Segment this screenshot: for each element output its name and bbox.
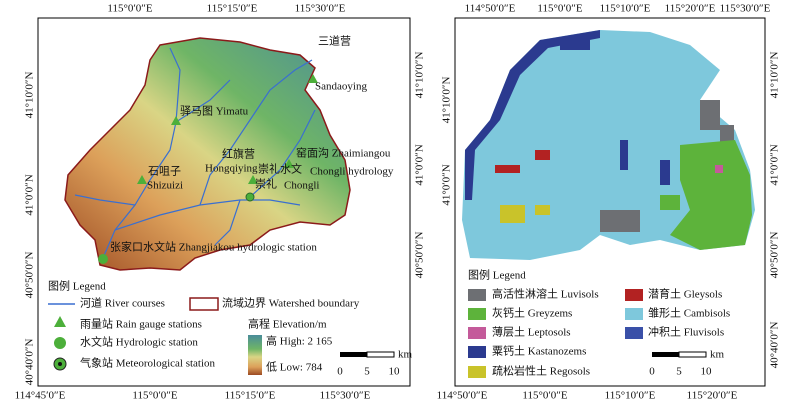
soil-legend-swatches	[468, 289, 643, 378]
elevation-high: 高 High: 2 165	[266, 334, 333, 348]
scale-unit: km	[710, 349, 725, 361]
station-label: Chongli	[284, 180, 319, 192]
watershed	[64, 37, 351, 271]
coord-label: 115°30′0″E	[320, 390, 371, 402]
station-label: Hongqiying	[205, 163, 258, 175]
legend-item: 冲积土 Fluvisols	[648, 325, 724, 339]
legend-title: 图例 Legend	[468, 268, 526, 282]
scale-label: 5	[364, 366, 370, 378]
rivers	[74, 47, 316, 259]
coord-label: 115°20′0″E	[687, 390, 738, 402]
coord-label: 41°0′0″N	[414, 144, 426, 185]
coord-label: 40°50′0″N	[414, 232, 426, 279]
station-label: 窑面沟 Zhaimiangou	[296, 146, 391, 160]
station-label: 石咀子	[148, 165, 181, 178]
station-markers	[98, 74, 318, 264]
coord-label: 40°50′0″N	[24, 252, 36, 299]
legend-meteo-dot	[58, 362, 62, 366]
elevation-low: 低 Low: 784	[266, 361, 323, 374]
coord-label: 41°10′0″N	[769, 52, 781, 99]
coord-label: 41°0′0″N	[441, 164, 453, 205]
coord-label: 114°50′0″E	[437, 390, 488, 402]
station-label: Shizuizi	[147, 180, 183, 192]
scale-label: 10	[701, 366, 713, 378]
legend-item: 水文站 Hydrologic station	[80, 335, 198, 349]
legend-item: 疏松岩性土 Regosols	[492, 364, 590, 378]
station-label: Chongli hydrology	[310, 166, 394, 178]
coord-label: 115°15′0″E	[207, 3, 258, 15]
legend-item: 薄层土 Leptosols	[492, 325, 571, 339]
coord-label: 40°40′0″N	[24, 339, 36, 386]
coord-label: 41°0′0″N	[24, 174, 36, 215]
scale-label: 5	[676, 366, 682, 378]
legend-item: 灰钙土 Greyzems	[492, 306, 572, 320]
coord-label: 41°10′0″N	[441, 77, 453, 124]
coord-label: 41°0′0″N	[769, 144, 781, 185]
left-scale-bar	[340, 351, 395, 358]
right-scale-bar	[652, 351, 707, 358]
legend-rain	[54, 316, 66, 327]
coord-label: 115°0′0″E	[537, 3, 582, 15]
station-label: 崇礼水文	[258, 162, 302, 176]
station-label: 驿马图 Yimatu	[180, 105, 249, 118]
coord-label: 115°0′0″E	[522, 390, 567, 402]
legend-boundary	[189, 297, 219, 311]
station-label: Sandaoying	[315, 81, 367, 93]
soil-map	[462, 30, 755, 260]
legend-item: 流域边界 Watershed boundary	[222, 296, 360, 310]
scale-unit: km	[398, 349, 413, 361]
coord-label: 41°10′0″N	[414, 52, 426, 99]
coord-label: 40°40′0″N	[769, 322, 781, 369]
legend-item: 高活性淋溶土 Luvisols	[492, 287, 599, 301]
legend-item: 河道 River courses	[80, 296, 165, 310]
left-legend-box	[40, 280, 405, 384]
station-label: 红旗营	[222, 147, 255, 161]
scale-label: 0	[337, 366, 343, 378]
elevation-title: 高程 Elevation/m	[248, 317, 327, 331]
coord-label: 115°0′0″E	[132, 390, 177, 402]
legend-item: 雨量站 Rain gauge stations	[80, 317, 202, 331]
scale-label: 0	[649, 366, 655, 378]
station-label: 崇礼	[255, 177, 277, 191]
coord-label: 115°10′0″E	[600, 3, 651, 15]
legend-item: 雏形土 Cambisols	[648, 307, 730, 320]
coord-label: 41°10′0″N	[24, 72, 36, 119]
coord-label: 115°0′0″E	[107, 3, 152, 15]
station-label: 张家口水文站 Zhangjiakou hydrologic station	[110, 240, 317, 254]
station-label: 三道营	[318, 34, 351, 48]
coord-label: 115°30′0″E	[720, 3, 771, 15]
elevation-ramp	[248, 335, 262, 375]
coord-label: 115°20′0″E	[665, 3, 716, 15]
coord-label: 115°15′0″E	[225, 390, 276, 402]
legend-title: 图例 Legend	[48, 279, 106, 293]
coord-label: 40°50′0″N	[769, 232, 781, 279]
scale-label: 10	[389, 366, 401, 378]
legend-item: 气象站 Meteorological station	[80, 356, 216, 370]
coord-label: 115°10′0″E	[605, 390, 656, 402]
coord-label: 114°45′0″E	[15, 390, 66, 402]
coord-label: 114°50′0″E	[465, 3, 516, 15]
legend-item: 粟钙土 Kastanozems	[492, 344, 586, 358]
legend-item: 潜育土 Gleysols	[648, 287, 722, 301]
coord-label: 115°30′0″E	[295, 3, 346, 15]
legend-hydro	[54, 337, 66, 349]
